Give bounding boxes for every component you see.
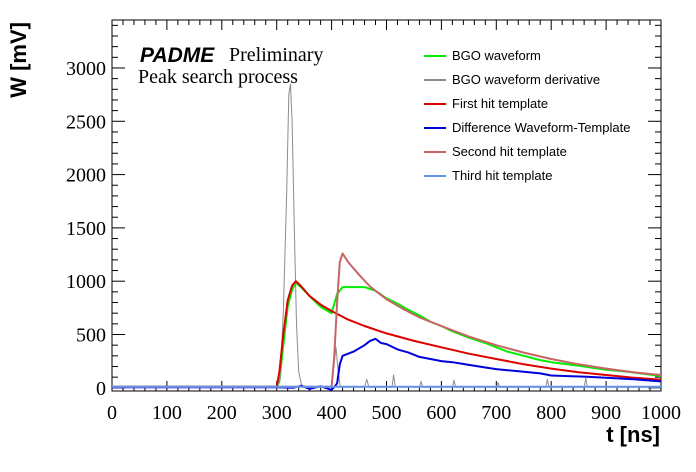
- y-axis-ticks: 0 500 1000 1500 2000 2500 3000: [66, 24, 661, 400]
- x-tick-label: 400: [317, 402, 347, 424]
- y-tick-label: 2000: [66, 165, 106, 187]
- padme-brand-label: PADME: [140, 44, 215, 67]
- x-axis-label: t [ns]: [606, 422, 660, 447]
- y-tick-label: 500: [76, 324, 106, 346]
- x-tick-label: 500: [372, 402, 402, 424]
- x-tick-label: 800: [536, 402, 566, 424]
- x-tick-label: 1000: [641, 402, 681, 424]
- y-axis-label: W [mV]: [6, 22, 31, 98]
- legend-label-bgo-waveform-derivative: BGO waveform derivative: [452, 72, 600, 87]
- y-tick-label: 2500: [66, 111, 106, 133]
- x-tick-label: 700: [481, 402, 511, 424]
- x-tick-label: 300: [262, 402, 292, 424]
- subtitle-annotation: Peak search process: [138, 66, 298, 88]
- legend-label-second-hit-template: Second hit template: [452, 144, 567, 159]
- legend-label-first-hit-template: First hit template: [452, 96, 548, 111]
- series-line-first-hit-template: [112, 280, 662, 388]
- legend-label-bgo-waveform: BGO waveform: [452, 48, 541, 63]
- x-tick-label: 200: [207, 402, 237, 424]
- x-axis-ticks: 0 100 200 300 400 500 600 700 800 900 1000: [107, 20, 681, 424]
- preliminary-label: Preliminary: [229, 44, 323, 66]
- legend: BGO waveform BGO waveform derivative First…: [424, 48, 630, 183]
- y-tick-label: 3000: [66, 58, 106, 80]
- x-tick-label: 600: [426, 402, 456, 424]
- y-tick-label: 1500: [66, 218, 106, 240]
- series-line-difference-waveform-template: [112, 337, 662, 391]
- y-tick-label: 0: [96, 378, 106, 400]
- x-tick-label: 0: [107, 402, 117, 424]
- y-tick-label: 1000: [66, 271, 106, 293]
- legend-label-difference-waveform-template: Difference Waveform-Template: [452, 120, 630, 135]
- x-tick-label: 100: [152, 402, 182, 424]
- series-line-second-hit-template: [112, 252, 662, 388]
- x-tick-label: 900: [591, 402, 621, 424]
- legend-label-third-hit-template: Third hit template: [452, 168, 552, 183]
- series-layer: [112, 83, 662, 391]
